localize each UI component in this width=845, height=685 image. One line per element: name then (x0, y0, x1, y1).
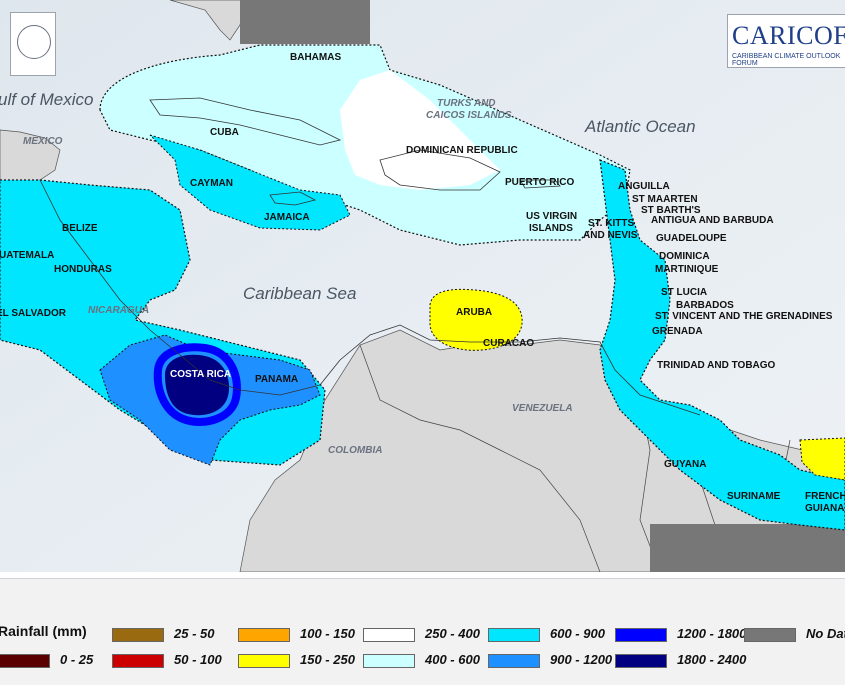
zone-600-900-cuba (149, 134, 351, 231)
legend-label: 1200 - 1800 (677, 626, 747, 641)
label-st-kitts-2: AND NEVIS (583, 230, 638, 241)
legend-swatch (615, 628, 667, 642)
label-st-vincent: ST. VINCENT AND THE GRENADINES (655, 311, 833, 322)
rainfall-legend: Rainfall (mm) 0 - 25 25 - 50 50 - 100 10… (0, 578, 845, 685)
zone-150-250-aruba (429, 288, 523, 351)
turks-label-2: CAICOS ISLANDS (426, 110, 512, 121)
legend-label: 0 - 25 (60, 652, 94, 667)
nicaragua-label: NICARAGUA (88, 305, 150, 316)
mexico-label: MEXICO (23, 136, 63, 147)
turks-label-1: TURKS AND (437, 98, 496, 109)
label-dominica: DOMINICA (659, 251, 710, 262)
cuba-outline (149, 97, 342, 146)
legend-swatch (363, 654, 415, 668)
jamaica-outline (269, 191, 317, 206)
atlantic-ocean-label: Atlantic Ocean (585, 117, 696, 136)
legend-title: Rainfall (mm) (0, 623, 87, 639)
legend-swatch (0, 654, 50, 668)
label-french-guiana-2: GUIANA (805, 503, 845, 514)
no-data-south (650, 524, 845, 572)
label-st-maarten: ST MAARTEN (632, 194, 698, 205)
florida-land (169, 0, 246, 41)
label-antigua: ANTIGUA AND BARBUDA (651, 215, 774, 226)
legend-label: 900 - 1200 (550, 652, 613, 667)
venezuela-border (359, 344, 601, 572)
legend-swatch (488, 628, 540, 642)
label-anguilla: ANGUILLA (618, 181, 670, 192)
caricof-tagline: CARIBBEAN CLIMATE OUTLOOK FORUM (732, 53, 841, 67)
legend-label: 250 - 400 (425, 626, 480, 641)
legend-swatch (363, 628, 415, 642)
legend-swatch (238, 628, 290, 642)
label-el-salvador: EL SALVADOR (0, 308, 67, 319)
label-barbados: BARBADOS (676, 300, 734, 311)
venezuela-label: VENEZUELA (512, 403, 573, 414)
caricof-brand-text: CARICOF (732, 21, 845, 50)
label-guyana: GUYANA (664, 459, 707, 470)
label-guadeloupe: GUADELOUPE (656, 233, 727, 244)
no-data-north (240, 0, 370, 44)
label-dominican-republic: DOMINICAN REPUBLIC (406, 145, 518, 156)
caribbean-sea-label: Caribbean Sea (243, 284, 357, 303)
south-america-land (239, 329, 845, 572)
legend-label: 25 - 50 (174, 626, 215, 641)
label-martinique: MARTINIQUE (655, 264, 719, 275)
label-guatemala: UATEMALA (0, 250, 55, 261)
label-trinidad: TRINIDAD AND TOBAGO (657, 360, 776, 371)
label-st-kitts-1: ST. KITTS (588, 218, 635, 229)
label-aruba: ARUBA (456, 307, 493, 318)
zone-1200-1800-costa-rica (153, 343, 241, 426)
label-honduras: HONDURAS (54, 264, 112, 275)
legend-swatch (112, 628, 164, 642)
cimh-seal-logo (10, 12, 56, 76)
legend-label: 150 - 250 (300, 652, 355, 667)
label-panama: PANAMA (255, 374, 299, 385)
label-bahamas: BAHAMAS (290, 52, 342, 63)
rainfall-map: ulf of Mexico Atlantic Ocean Caribbean S… (0, 0, 845, 572)
zone-1800-2400-costa-rica (165, 354, 230, 416)
puerto-rico-outline (519, 179, 561, 189)
legend-label: 400 - 600 (425, 652, 480, 667)
label-us-virgin-2: ISLANDS (529, 223, 573, 234)
legend-swatch (744, 628, 796, 642)
caricof-logo: CARICOF CARIBBEAN CLIMATE OUTLOOK FORUM (727, 14, 845, 68)
label-belize: BELIZE (62, 223, 98, 234)
gulf-of-mexico-label: ulf of Mexico (0, 90, 94, 109)
legend-swatch (112, 654, 164, 668)
label-french-guiana-1: FRENCH (805, 491, 845, 502)
legend-label: No Data (806, 626, 845, 641)
map-canvas (0, 0, 845, 572)
label-cayman: CAYMAN (190, 178, 233, 189)
label-grenada: GRENADA (652, 326, 703, 337)
label-costa-rica: COSTA RICA (170, 369, 232, 380)
legend-label: 1800 - 2400 (677, 652, 747, 667)
label-puerto-rico: PUERTO RICO (505, 177, 575, 188)
legend-swatch (238, 654, 290, 668)
label-suriname: SURINAME (727, 491, 781, 502)
central-america-coast (39, 179, 321, 396)
label-st-lucia: ST LUCIA (661, 287, 708, 298)
label-curacao: CURACAO (483, 338, 535, 349)
colombia-venezuela-coast (319, 324, 701, 416)
legend-label: 600 - 900 (550, 626, 605, 641)
label-jamaica: JAMAICA (264, 212, 310, 223)
legend-label: 100 - 150 (300, 626, 355, 641)
seal-ring-icon (17, 25, 51, 59)
label-us-virgin-1: US VIRGIN (526, 211, 578, 222)
hispaniola-outline (379, 149, 501, 191)
zone-150-250-french-guiana (799, 437, 845, 481)
legend-label: 50 - 100 (174, 652, 222, 667)
colombia-label: COLOMBIA (328, 445, 383, 456)
label-cuba: CUBA (210, 127, 239, 138)
legend-swatch (488, 654, 540, 668)
label-st-barths: ST BARTH'S (641, 205, 701, 216)
legend-swatch (615, 654, 667, 668)
